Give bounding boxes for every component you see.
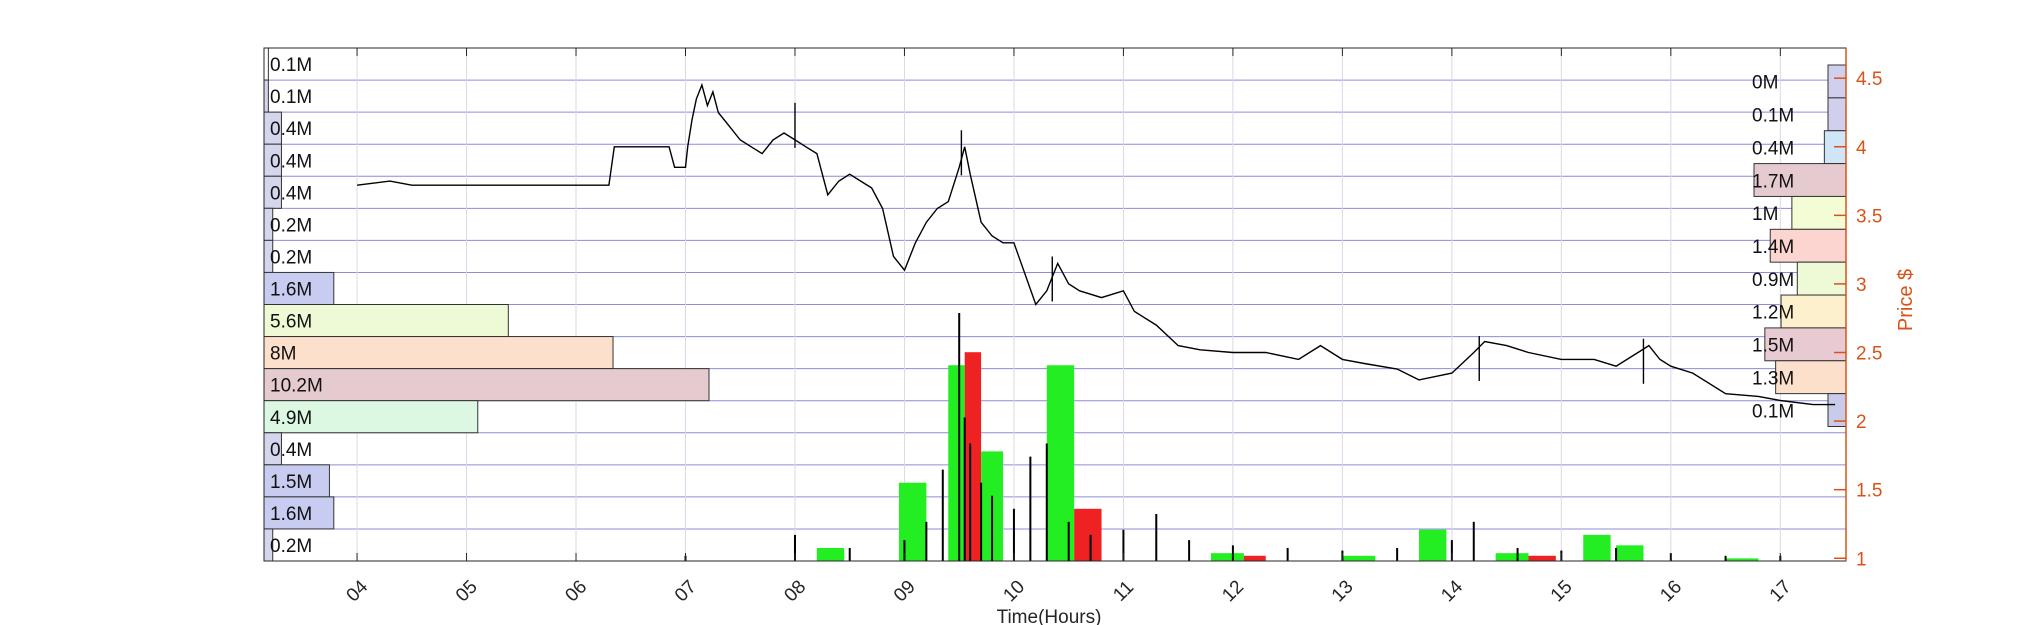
left-profile-label: 0.1M <box>270 55 312 76</box>
right-profile-bar <box>1775 360 1847 395</box>
left-profile-bar <box>263 496 335 530</box>
right-profile-label: 0.4M <box>1752 138 1794 159</box>
left-profile-label: 0.4M <box>270 440 312 461</box>
y-right-tick-label: 1 <box>1856 549 1867 570</box>
right-profile-label: 1.2M <box>1752 303 1794 324</box>
right-profile-label: 1.3M <box>1752 368 1794 389</box>
right-profile-label: 0M <box>1752 73 1778 94</box>
right-profile-bar <box>1764 327 1847 362</box>
volume-bar <box>1211 553 1244 561</box>
volume-bar <box>1074 508 1102 561</box>
right-profile-label: 0.1M <box>1752 401 1794 422</box>
left-profile-label: 0.4M <box>270 183 312 204</box>
left-profile-label: 1.5M <box>270 472 312 493</box>
left-profile-bar <box>263 79 269 113</box>
y-right-tick-label: 2 <box>1856 412 1867 433</box>
y-right-tick-label: 2.5 <box>1856 344 1882 365</box>
right-profile-bar <box>1791 195 1847 230</box>
right-profile-label: 0.1M <box>1752 106 1794 127</box>
left-profile-label: 4.9M <box>270 408 312 429</box>
right-profile-label: 0.9M <box>1752 270 1794 291</box>
left-profile-label: 0.1M <box>270 87 312 108</box>
price-line <box>357 82 1836 406</box>
y-axis-label: Price $ <box>1895 269 1917 331</box>
right-profile-label: 1.7M <box>1752 171 1794 192</box>
y-right-tick-label: 1.5 <box>1856 481 1882 502</box>
right-profile-label: 1.4M <box>1752 237 1794 258</box>
volume-bar <box>816 547 845 561</box>
left-profile-label: 0.2M <box>270 536 312 557</box>
right-profile-bar <box>1796 261 1847 296</box>
left-volume-profile: 0.1M 0.1M 0.4M 0.4M 0.4M 0.2M 0.2M 1.6M 5.6M 8M 10… <box>263 47 710 562</box>
volume-bar <box>1495 553 1529 561</box>
left-profile-label: 5.6M <box>270 312 312 333</box>
x-axis-label: Time(Hours) <box>997 607 1102 625</box>
volume-bar <box>1419 529 1447 561</box>
left-profile-bar <box>263 336 614 370</box>
volume-bar <box>1528 555 1556 561</box>
left-profile-bar <box>263 304 509 338</box>
left-profile-label: 8M <box>270 344 296 365</box>
y-right-tick-label: 4.5 <box>1856 69 1882 90</box>
right-profile-label: 1M <box>1752 204 1778 225</box>
volume-bar <box>1583 534 1611 561</box>
volume-series <box>684 313 1782 561</box>
left-profile-bar <box>263 368 710 402</box>
left-profile-bar <box>263 400 479 434</box>
left-profile-bar <box>263 271 335 305</box>
left-profile-label: 10.2M <box>270 376 323 397</box>
volume-bar <box>1046 365 1075 561</box>
left-profile-bar <box>263 47 269 81</box>
left-profile-label: 1.6M <box>270 280 312 301</box>
y-right-tick-label: 3.5 <box>1856 206 1882 227</box>
volume-bar <box>1616 545 1644 561</box>
left-profile-label: 0.2M <box>270 215 312 236</box>
right-profile-bar <box>1827 64 1847 99</box>
left-profile-bar <box>263 464 330 498</box>
y-right-tick-label: 4 <box>1856 138 1867 159</box>
volume-bar <box>898 482 927 561</box>
right-profile-bar <box>1780 294 1847 329</box>
right-profile-bar <box>1827 97 1847 132</box>
left-profile-label: 0.2M <box>270 247 312 268</box>
right-volume-profile: 0M 0.1M 0.4M 1.7M 1M 1.4M 0.9M 1.2M 1.5M 1.3M 0.1M <box>1752 64 1847 427</box>
volume-bar <box>964 352 982 561</box>
left-profile-label: 0.4M <box>270 119 312 140</box>
volume-bar <box>948 365 965 561</box>
volume-bar <box>1243 555 1266 561</box>
left-profile-label: 1.6M <box>270 504 312 525</box>
volume-bar <box>1342 555 1376 561</box>
right-profile-bar <box>1753 163 1847 197</box>
y-right-tick-label: 3 <box>1856 275 1867 296</box>
right-profile-label: 1.5M <box>1752 336 1794 357</box>
price-series <box>357 82 1836 406</box>
left-profile-label: 0.4M <box>270 151 312 172</box>
volume-bar <box>1725 558 1759 561</box>
